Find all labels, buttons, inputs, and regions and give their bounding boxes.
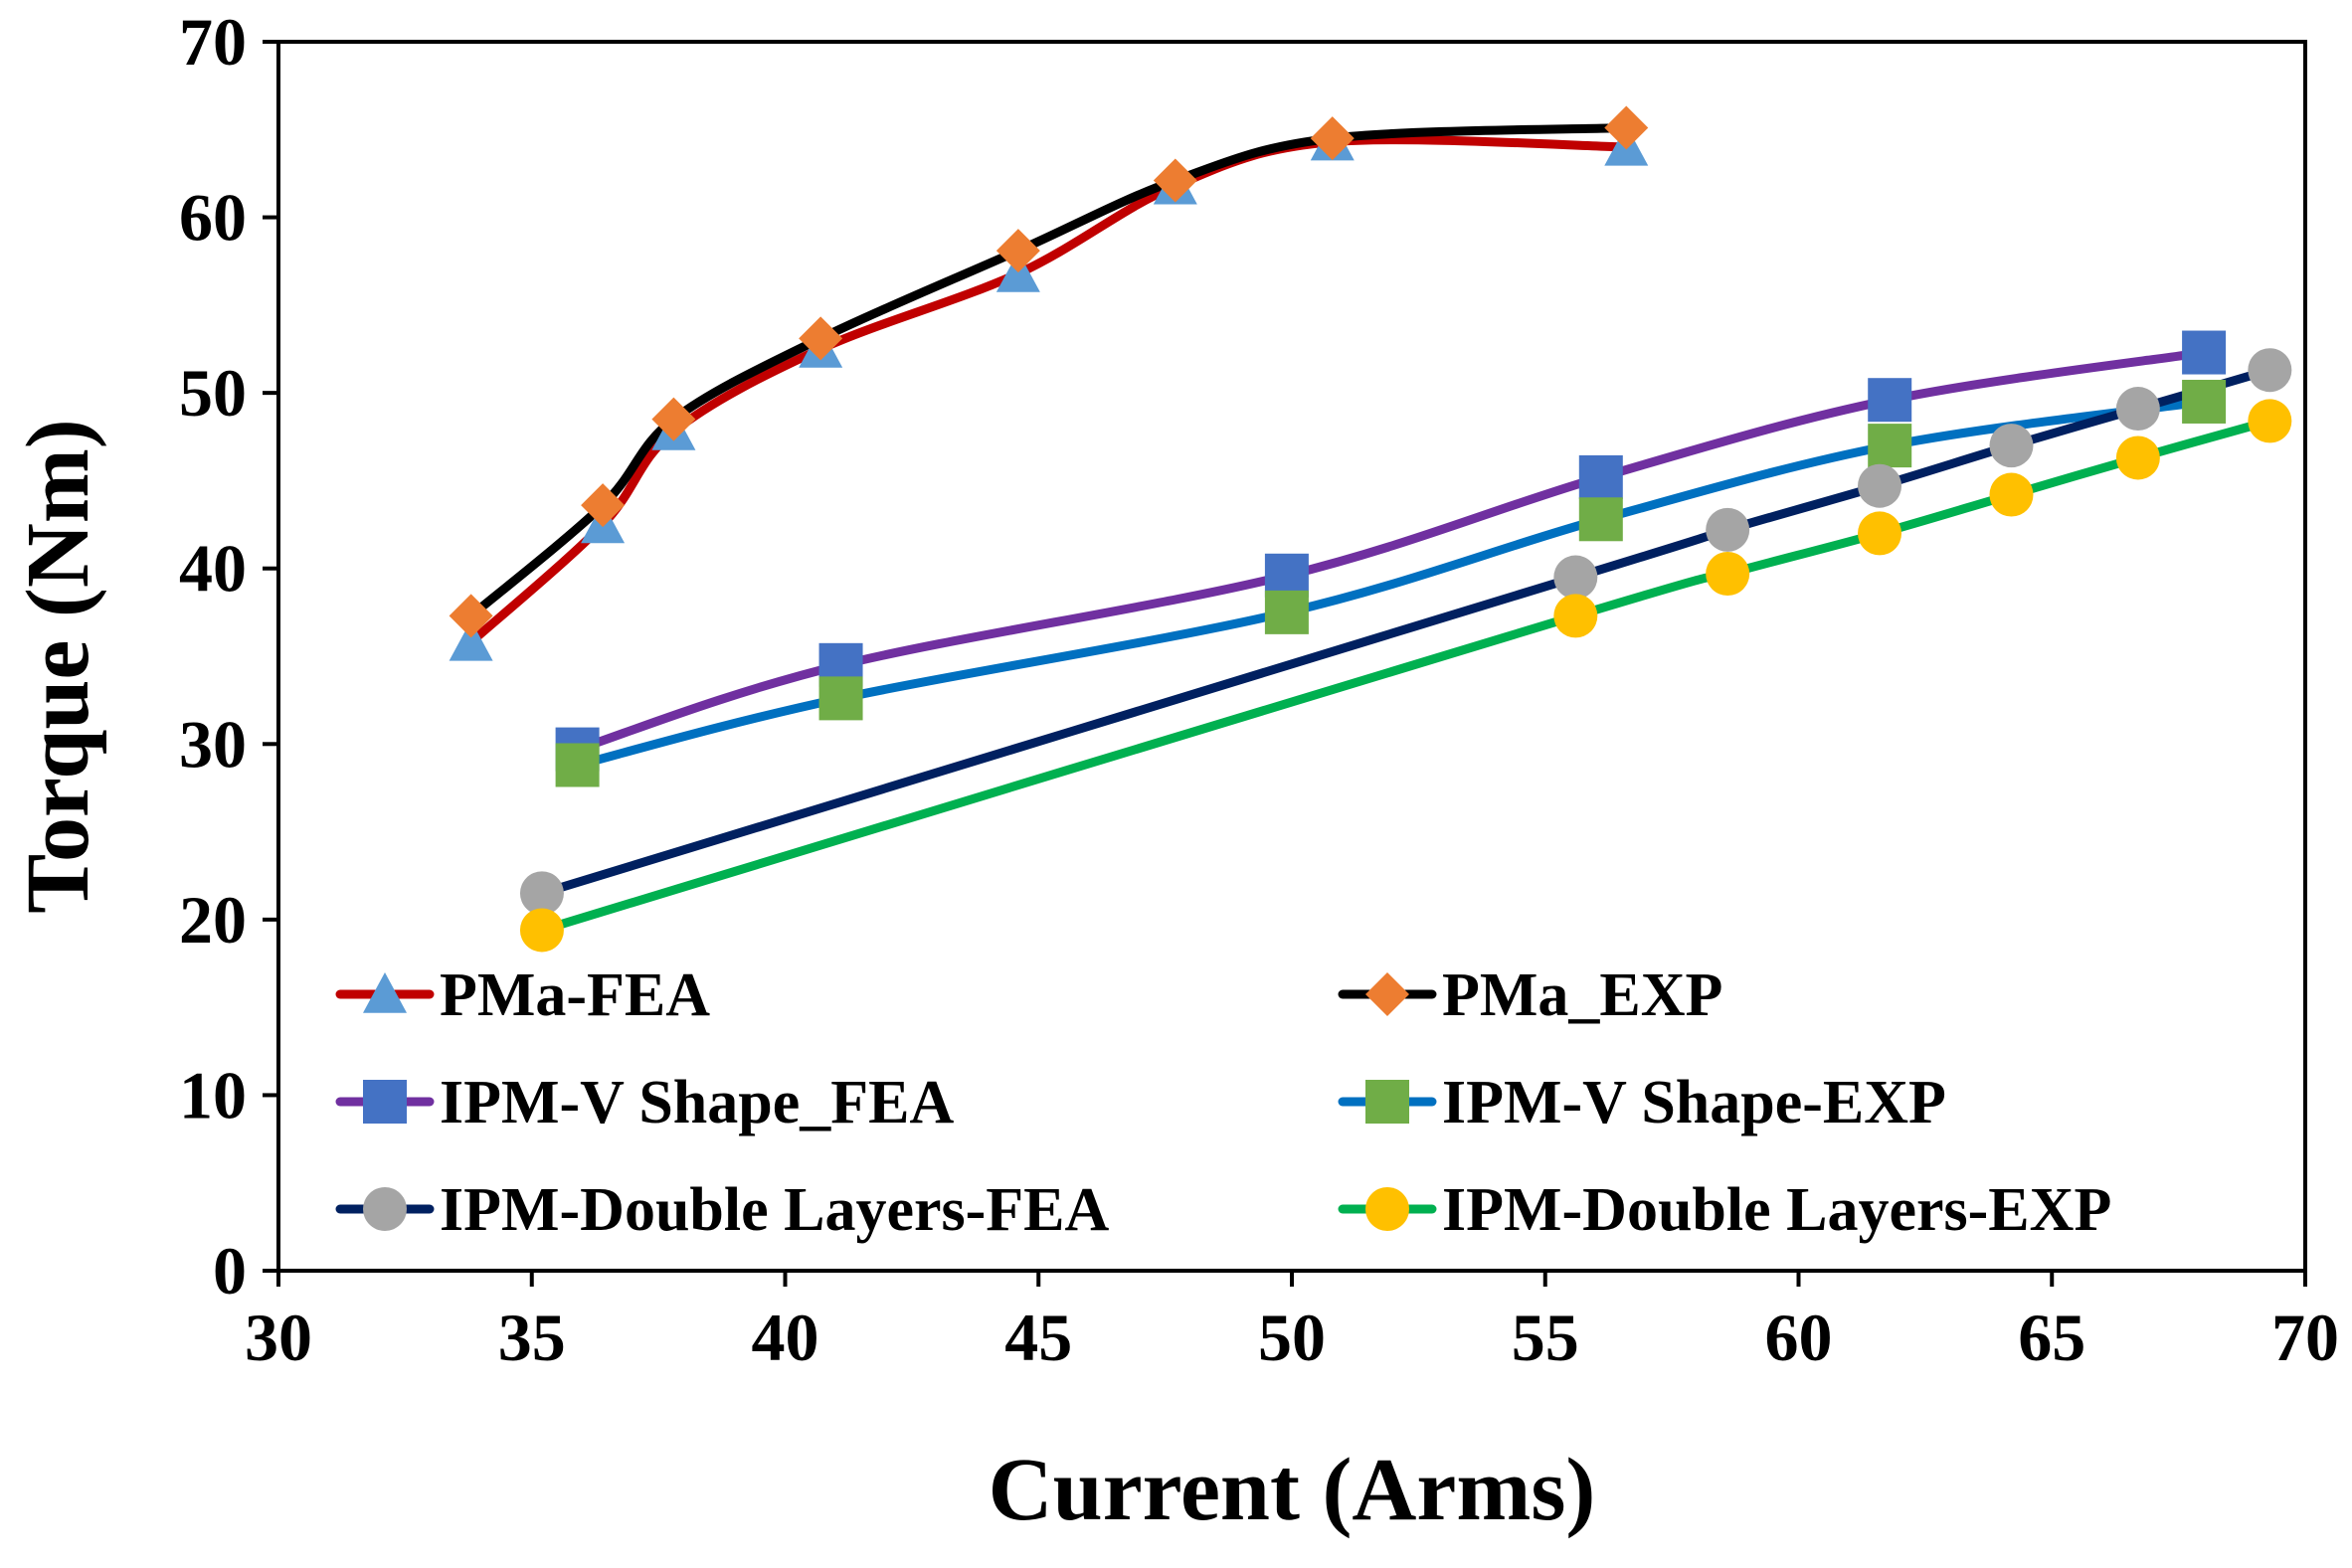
data-point-pma-exp (799, 316, 843, 361)
data-point-ipm-v-shape-exp (1264, 590, 1309, 634)
data-point-pma-exp (995, 229, 1040, 273)
legend-item-ipm-v-shape-exp: IPM-V Shape-EXP (1338, 1069, 1946, 1136)
x-axis-title: Current (Arms) (989, 1441, 1596, 1539)
data-point-pma-exp (1310, 116, 1355, 161)
y-tick-label: 40 (179, 531, 247, 607)
data-point-ipm-double-layers-exp (1858, 511, 1902, 556)
data-point-ipm-double-layers-fea (519, 871, 564, 916)
data-point-pma-exp (1604, 105, 1649, 150)
x-tick-label: 60 (1765, 1300, 1833, 1375)
legend-item-pma-exp: PMa_EXP (1338, 961, 1722, 1029)
data-point-ipm-double-layers-exp (1706, 552, 1750, 597)
data-point-pma-exp (1153, 158, 1197, 203)
x-tick-label: 65 (2018, 1300, 2085, 1375)
x-tick-label: 70 (2271, 1300, 2339, 1375)
data-point-ipm-double-layers-exp (1553, 594, 1598, 638)
data-point-ipm-v-shape-exp (2182, 379, 2227, 424)
data-point-pma-exp (651, 397, 696, 441)
data-point-ipm-double-layers-exp (2115, 436, 2160, 480)
legend-marker (1365, 972, 1409, 1016)
legend-marker (363, 1080, 407, 1124)
legend-label: PMa_EXP (1442, 961, 1722, 1029)
legend-label: IPM-V Shape-EXP (1442, 1069, 1946, 1136)
x-tick-label: 35 (498, 1300, 566, 1375)
x-axis-ticks: 30 35 40 45 50 55 60 65 70 (245, 1271, 2339, 1375)
legend-item-ipm-v-shape-fea: IPM-V Shape_FEA (335, 1069, 955, 1136)
legend: PMa-FEA PMa_EXP IPM-V Shape_FEA IPM-V Shape… (335, 961, 2111, 1244)
series-line-pma-exp (466, 123, 1631, 620)
data-point-ipm-double-layers-fea (1706, 507, 1750, 552)
data-point-ipm-v-shape-fea (1264, 553, 1309, 598)
y-tick-label: 70 (179, 4, 247, 80)
legend-label: IPM-Double Layers-EXP (1442, 1176, 2111, 1244)
y-tick-label: 10 (179, 1057, 247, 1132)
data-point-ipm-double-layers-exp (519, 908, 564, 953)
data-point-pma-exp (581, 483, 626, 528)
data-point-ipm-double-layers-fea (1858, 463, 1902, 508)
y-tick-label: 30 (179, 706, 247, 782)
data-point-ipm-v-shape-exp (1868, 424, 1912, 468)
legend-marker (363, 1187, 407, 1231)
legend-item-ipm-double-layers-exp: IPM-Double Layers-EXP (1338, 1176, 2111, 1244)
plot-lines (466, 123, 2274, 935)
legend-label: IPM-Double Layers-FEA (440, 1176, 1110, 1244)
x-tick-label: 30 (245, 1300, 312, 1375)
plot-markers (449, 105, 2292, 953)
data-point-ipm-double-layers-fea (1989, 424, 2034, 468)
data-point-ipm-v-shape-exp (818, 676, 863, 721)
x-tick-label: 40 (752, 1300, 819, 1375)
legend-marker (363, 972, 407, 1013)
data-point-ipm-v-shape-fea (1868, 378, 1912, 423)
x-tick-label: 45 (1004, 1300, 1072, 1375)
legend-label: PMa-FEA (440, 961, 710, 1029)
y-axis-ticks: 0 10 20 30 40 50 60 70 (179, 4, 278, 1308)
x-tick-label: 50 (1258, 1300, 1326, 1375)
x-tick-label: 55 (1512, 1300, 1579, 1375)
legend-item-pma-fea: PMa-FEA (335, 961, 710, 1029)
legend-label: IPM-V Shape_FEA (440, 1069, 955, 1136)
y-tick-label: 60 (179, 180, 247, 256)
data-point-ipm-double-layers-fea (2115, 387, 2160, 432)
data-point-pma-exp (449, 594, 493, 638)
data-point-ipm-v-shape-exp (1578, 497, 1623, 542)
data-point-ipm-v-shape-fea (2182, 330, 2227, 375)
data-point-ipm-v-shape-fea (1578, 454, 1623, 499)
y-tick-label: 0 (213, 1233, 247, 1308)
data-point-pma-fea (449, 619, 493, 661)
data-point-ipm-double-layers-fea (2248, 348, 2292, 393)
data-point-ipm-double-layers-exp (1989, 472, 2034, 517)
legend-item-ipm-double-layers-fea: IPM-Double Layers-FEA (335, 1176, 1110, 1244)
data-point-ipm-double-layers-exp (2248, 399, 2292, 443)
data-point-ipm-v-shape-exp (555, 743, 600, 787)
y-tick-label: 50 (179, 355, 247, 431)
data-point-ipm-double-layers-fea (1553, 555, 1598, 600)
y-axis-title: Torque (Nm) (9, 419, 107, 914)
legend-marker (1365, 1080, 1409, 1124)
legend-marker (1365, 1187, 1409, 1231)
y-tick-label: 20 (179, 882, 247, 958)
